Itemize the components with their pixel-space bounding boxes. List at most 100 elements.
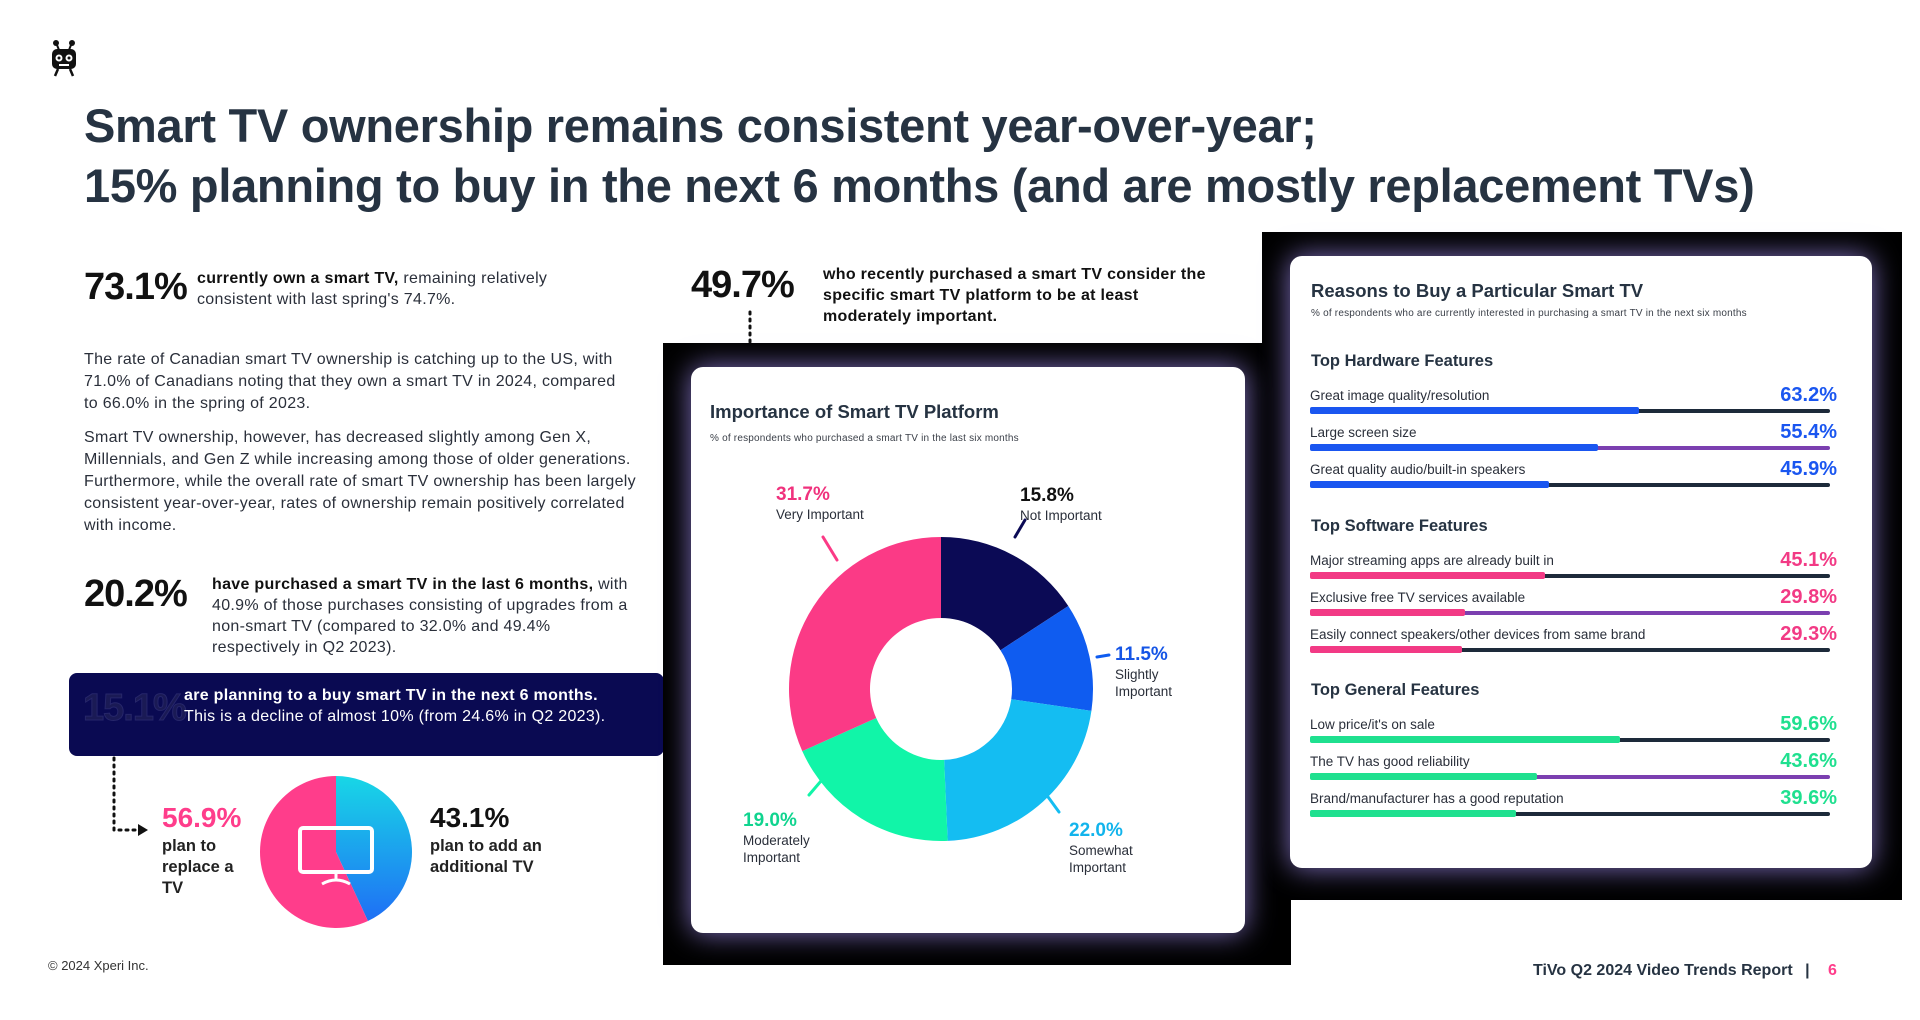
bar-fill bbox=[1310, 773, 1537, 780]
bar-fill bbox=[1310, 572, 1545, 579]
footer-separator: | bbox=[1805, 962, 1810, 979]
bar-track bbox=[1310, 574, 1830, 578]
tv-icon bbox=[298, 826, 374, 886]
platform-text: who recently purchased a smart TV consid… bbox=[823, 264, 1228, 327]
bar-value: 29.8% bbox=[1780, 586, 1837, 608]
bar-track bbox=[1310, 812, 1830, 816]
bar-fill bbox=[1310, 736, 1620, 743]
bar-value: 45.9% bbox=[1780, 458, 1837, 480]
tivo-robot-icon bbox=[52, 40, 76, 77]
donut-leader-line bbox=[1095, 653, 1111, 659]
bar-fill bbox=[1310, 444, 1599, 451]
replace-add-pie bbox=[259, 776, 412, 928]
paragraph-generations: Smart TV ownership, however, has decreas… bbox=[84, 429, 636, 534]
dotted-arrow-replace bbox=[112, 756, 148, 836]
bar-track bbox=[1310, 483, 1830, 487]
planning-bold: are planning to a buy smart TV in the ne… bbox=[184, 687, 598, 704]
donut-leader-line bbox=[821, 535, 839, 562]
bar-track bbox=[1310, 775, 1830, 779]
title-line-2: 15% planning to buy in the next 6 months… bbox=[84, 159, 1755, 212]
importance-card: Importance of Smart TV Platform % of res… bbox=[691, 367, 1245, 933]
purchased-text: have purchased a smart TV in the last 6 … bbox=[212, 574, 637, 658]
importance-donut-chart: 15.8% Not Important 11.5% Slightly Important… bbox=[743, 484, 1172, 875]
bar-fill bbox=[1310, 810, 1516, 817]
donut-value-label: 22.0% bbox=[1069, 820, 1123, 841]
reasons-card: Reasons to Buy a Particular Smart TV % o… bbox=[1290, 256, 1872, 868]
bar-label: The TV has good reliability bbox=[1310, 754, 1470, 769]
footer-report: TiVo Q2 2024 Video Trends Report | 6 bbox=[1533, 962, 1837, 980]
reasons-subtitle: % of respondents who are currently inter… bbox=[1311, 308, 1747, 319]
bar-value: 45.1% bbox=[1780, 549, 1837, 571]
purchased-rest: with 40.9% of those purchases consisting… bbox=[212, 576, 628, 656]
bar-track bbox=[1310, 648, 1830, 652]
platform-bold: who recently purchased a smart TV consid… bbox=[823, 266, 1206, 325]
donut-leader-line bbox=[1041, 788, 1061, 814]
bar-label: Brand/manufacturer has a good reputation bbox=[1310, 791, 1564, 806]
planning-pct: 15.1% bbox=[83, 687, 188, 730]
bar-group-title: Top Hardware Features bbox=[1311, 352, 1494, 370]
bar-label: Low price/it's on sale bbox=[1310, 717, 1435, 732]
donut-slice-very-important bbox=[789, 537, 941, 752]
bar-fill bbox=[1310, 609, 1465, 616]
donut-category-label: Slightly bbox=[1115, 667, 1159, 682]
planning-callout: 15.1% are planning to a buy smart TV in … bbox=[69, 673, 664, 756]
donut-category-label: Very Important bbox=[776, 507, 864, 522]
bar-label: Large screen size bbox=[1310, 425, 1417, 440]
donut-leader-line bbox=[807, 779, 823, 797]
donut-slice-moderately-important bbox=[802, 718, 948, 841]
bar-label: Easily connect speakers/other devices fr… bbox=[1310, 627, 1646, 642]
bar-value: 63.2% bbox=[1780, 384, 1837, 406]
bar-value: 55.4% bbox=[1780, 421, 1837, 443]
copyright: © 2024 Xperi Inc. bbox=[48, 958, 149, 973]
bar-fill bbox=[1310, 646, 1463, 653]
bar-value: 59.6% bbox=[1780, 713, 1837, 735]
donut-value-label: 31.7% bbox=[776, 484, 830, 505]
donut-slice-slightly-important bbox=[1000, 605, 1093, 711]
own-text: currently own a smart TV, remaining rela… bbox=[197, 268, 607, 310]
bar-group-title: Top Software Features bbox=[1311, 517, 1488, 535]
title-line-1: Smart TV ownership remains consistent ye… bbox=[84, 99, 1317, 152]
bar-label: Great quality audio/built-in speakers bbox=[1310, 462, 1526, 477]
donut-category-label: Important bbox=[1069, 860, 1126, 875]
report-name: TiVo Q2 2024 Video Trends Report bbox=[1533, 962, 1793, 979]
bar-fill bbox=[1310, 481, 1549, 488]
donut-category-label: Important bbox=[1115, 684, 1172, 699]
donut-category-label: Important bbox=[743, 850, 800, 865]
page-number: 6 bbox=[1828, 962, 1837, 979]
paragraph-canada: The rate of Canadian smart TV ownership … bbox=[84, 351, 616, 412]
purchased-pct: 20.2% bbox=[84, 573, 188, 615]
own-pct: 73.1% bbox=[84, 266, 188, 308]
reasons-bar-chart: Top Hardware Features Great image quality… bbox=[1290, 256, 1872, 868]
additional-pct: 43.1% bbox=[430, 802, 510, 833]
planning-rest: This is a decline of almost 10% (from 24… bbox=[184, 708, 606, 725]
own-rest: remaining relatively consistent with las… bbox=[197, 270, 548, 308]
page-title: Smart TV ownership remains consistent ye… bbox=[84, 96, 1844, 216]
pie-slice-replace bbox=[259, 776, 368, 928]
purchased-bold: have purchased a smart TV in the last 6 … bbox=[212, 576, 594, 593]
bar-value: 29.3% bbox=[1780, 623, 1837, 645]
donut-slice-somewhat-important bbox=[944, 699, 1092, 841]
donut-value-label: 19.0% bbox=[743, 810, 797, 831]
platform-pct: 49.7% bbox=[691, 264, 795, 306]
additional-label: plan to add an additional TV bbox=[430, 837, 542, 876]
bar-value: 39.6% bbox=[1780, 787, 1837, 809]
importance-title: Importance of Smart TV Platform bbox=[710, 401, 999, 422]
reasons-title: Reasons to Buy a Particular Smart TV bbox=[1311, 280, 1644, 301]
donut-leader-line bbox=[1013, 518, 1027, 539]
bar-label: Major streaming apps are already built i… bbox=[1310, 553, 1554, 568]
bar-label: Great image quality/resolution bbox=[1310, 388, 1490, 403]
bar-fill bbox=[1310, 407, 1639, 414]
importance-subtitle: % of respondents who purchased a smart T… bbox=[710, 433, 1019, 444]
donut-value-label: 15.8% bbox=[1020, 485, 1074, 506]
own-bold: currently own a smart TV, bbox=[197, 270, 399, 287]
replace-label: plan to replace a TV bbox=[162, 837, 234, 897]
bar-value: 43.6% bbox=[1780, 750, 1837, 772]
donut-category-label: Somewhat bbox=[1069, 843, 1133, 858]
donut-category-label: Moderately bbox=[743, 833, 810, 848]
planning-text: are planning to a buy smart TV in the ne… bbox=[184, 685, 659, 727]
donut-value-label: 11.5% bbox=[1115, 644, 1168, 665]
donut-slice-not-important bbox=[941, 537, 1069, 651]
bar-track bbox=[1310, 611, 1830, 615]
replace-pct: 56.9% bbox=[162, 802, 242, 833]
bar-group-title: Top General Features bbox=[1311, 681, 1480, 699]
